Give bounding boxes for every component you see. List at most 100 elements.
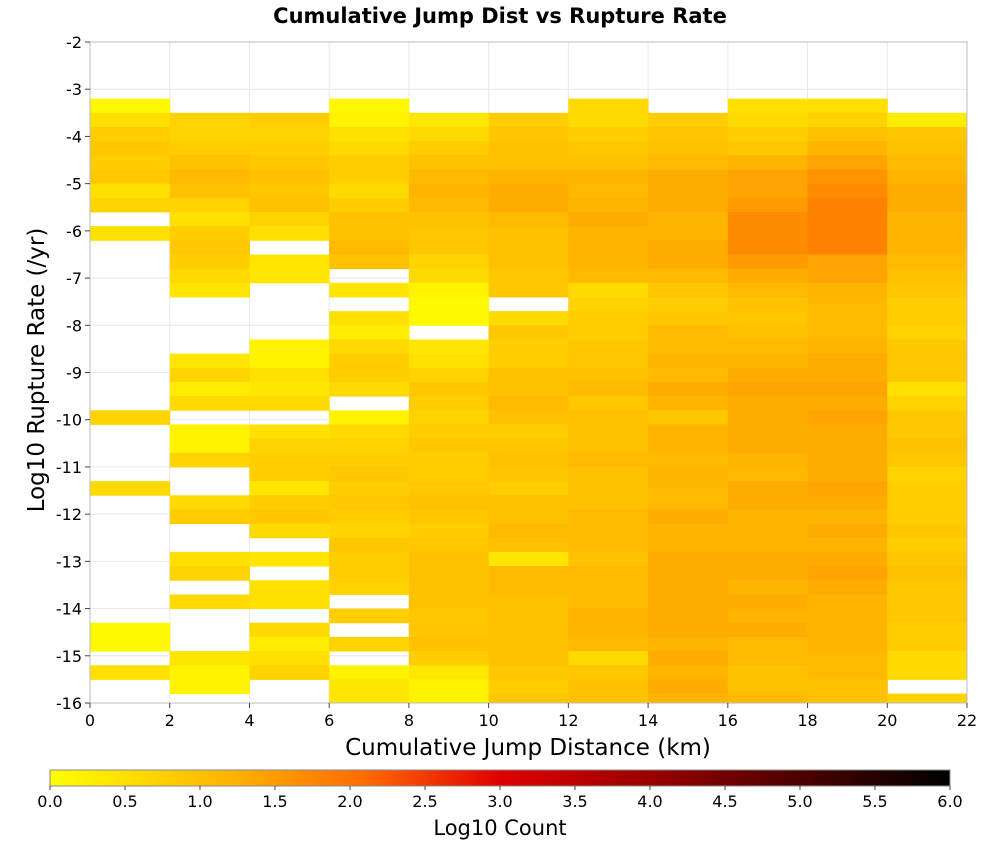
heatmap-cell bbox=[807, 665, 888, 680]
heatmap-cell bbox=[408, 254, 490, 270]
heatmap-cell bbox=[488, 636, 569, 652]
heatmap-cell bbox=[887, 155, 968, 170]
y-tick-label: -5 bbox=[66, 175, 82, 194]
y-tick-label: -2 bbox=[66, 33, 82, 52]
heatmap-cell bbox=[488, 509, 569, 525]
heatmap-cell bbox=[408, 240, 490, 255]
heatmap-cell bbox=[169, 353, 250, 369]
x-tick-label: 0 bbox=[85, 711, 95, 730]
heatmap-cell bbox=[488, 240, 569, 255]
heatmap-cell bbox=[568, 183, 649, 199]
heatmap-cell bbox=[568, 523, 649, 539]
heatmap-cell bbox=[807, 240, 888, 255]
heatmap-cell bbox=[727, 311, 809, 326]
heatmap-cell bbox=[249, 466, 330, 482]
colorbar-tick-label: 2.0 bbox=[337, 792, 362, 811]
heatmap-cell bbox=[568, 311, 649, 326]
heatmap-cell bbox=[249, 353, 330, 369]
heatmap-cell bbox=[807, 197, 888, 213]
heatmap-cell bbox=[727, 169, 809, 185]
heatmap-cell bbox=[887, 169, 968, 185]
heatmap-cell bbox=[408, 296, 490, 312]
heatmap-cell bbox=[887, 353, 968, 369]
heatmap-cell bbox=[887, 424, 968, 440]
heatmap-cell bbox=[887, 396, 968, 411]
heatmap-cell bbox=[887, 254, 968, 270]
heatmap-cell bbox=[249, 141, 330, 156]
heatmap-cell bbox=[249, 197, 330, 213]
heatmap-cell bbox=[408, 353, 490, 369]
heatmap-cell bbox=[568, 651, 649, 666]
heatmap-cell bbox=[807, 481, 888, 496]
heatmap-cell bbox=[887, 410, 968, 425]
heatmap-cell bbox=[727, 240, 809, 255]
heatmap-cell bbox=[807, 523, 888, 539]
heatmap-cell bbox=[488, 693, 569, 704]
heatmap-cell bbox=[648, 240, 729, 255]
heatmap-cell bbox=[249, 211, 330, 227]
heatmap-cell bbox=[807, 325, 888, 340]
heatmap-cell bbox=[887, 566, 968, 581]
heatmap-cell bbox=[807, 296, 888, 312]
heatmap-cell bbox=[568, 226, 649, 241]
heatmap-cell bbox=[568, 509, 649, 525]
heatmap-cell bbox=[648, 296, 729, 312]
heatmap-cell bbox=[249, 254, 330, 270]
colorbar bbox=[49, 769, 951, 787]
heatmap-cell bbox=[488, 537, 569, 553]
heatmap-cell bbox=[887, 636, 968, 652]
heatmap-cell bbox=[568, 636, 649, 652]
heatmap-cell bbox=[727, 566, 809, 581]
heatmap-cell bbox=[887, 112, 968, 128]
heatmap-cell bbox=[568, 381, 649, 397]
heatmap-cell bbox=[648, 183, 729, 199]
heatmap-cell bbox=[648, 254, 729, 270]
heatmap-cell bbox=[249, 226, 330, 241]
heatmap-cell bbox=[648, 481, 729, 496]
heatmap-cell bbox=[568, 254, 649, 270]
heatmap-cell bbox=[488, 651, 569, 666]
heatmap-cell bbox=[568, 282, 649, 298]
heatmap-cell bbox=[727, 141, 809, 156]
heatmap-cell bbox=[568, 240, 649, 255]
heatmap-cell bbox=[169, 452, 250, 468]
heatmap-cell bbox=[169, 112, 250, 128]
heatmap-cell bbox=[408, 226, 490, 241]
heatmap-cell bbox=[408, 183, 490, 199]
y-tick-label: -10 bbox=[56, 411, 82, 430]
heatmap-cell bbox=[568, 98, 649, 114]
heatmap-cell bbox=[169, 438, 250, 454]
colorbar-tick-label: 2.5 bbox=[412, 792, 437, 811]
heatmap-cell bbox=[249, 169, 330, 185]
heatmap-cell bbox=[249, 424, 330, 440]
heatmap-cell bbox=[488, 254, 569, 270]
x-tick-label: 12 bbox=[558, 711, 578, 730]
heatmap-cell bbox=[727, 679, 809, 695]
heatmap-cell bbox=[249, 481, 330, 496]
heatmap-cell bbox=[887, 665, 968, 680]
heatmap-cell bbox=[408, 523, 490, 539]
heatmap-cell bbox=[807, 126, 888, 142]
heatmap-cell bbox=[568, 438, 649, 454]
heatmap-cell bbox=[90, 141, 171, 156]
heatmap-cell bbox=[727, 367, 809, 383]
heatmap-cell bbox=[329, 197, 410, 213]
heatmap-cell bbox=[90, 155, 171, 170]
heatmap-cell bbox=[408, 126, 490, 142]
heatmap-cell bbox=[169, 240, 250, 255]
x-tick-label: 2 bbox=[165, 711, 175, 730]
heatmap-cell bbox=[169, 141, 250, 156]
heatmap-cell bbox=[329, 155, 410, 170]
heatmap-cell bbox=[488, 325, 569, 340]
heatmap-cell bbox=[408, 580, 490, 595]
colorbar-tick-label: 5.0 bbox=[787, 792, 812, 811]
heatmap-cell bbox=[887, 141, 968, 156]
heatmap-cell bbox=[648, 311, 729, 326]
heatmap-cell bbox=[807, 98, 888, 114]
heatmap-cell bbox=[329, 311, 410, 326]
heatmap-cell bbox=[887, 580, 968, 595]
y-tick-label: -15 bbox=[56, 647, 82, 666]
heatmap-cell bbox=[568, 693, 649, 704]
heatmap-cell bbox=[568, 608, 649, 624]
heatmap-cell bbox=[648, 693, 729, 704]
